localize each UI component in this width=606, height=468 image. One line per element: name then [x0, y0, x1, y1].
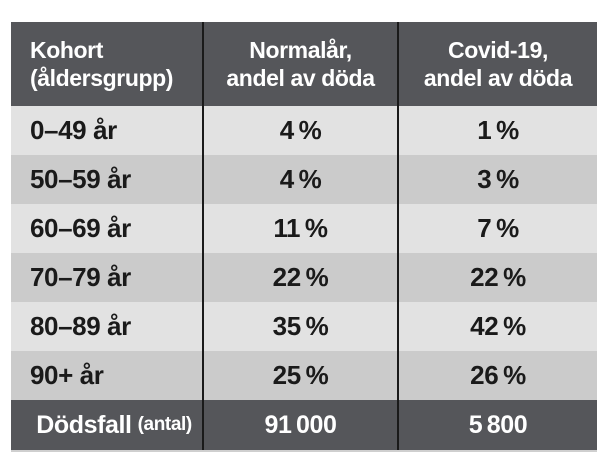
table-footer-row: Dödsfall (antal) 91 000 5 800 — [11, 400, 597, 450]
table-row: 0–49 år 4 % 1 % — [11, 106, 597, 155]
normal-year-cell: 35 % — [202, 302, 397, 351]
normal-year-cell: 4 % — [202, 155, 397, 204]
covid-cell: 3 % — [397, 155, 597, 204]
covid-cell: 7 % — [397, 204, 597, 253]
normal-year-cell: 25 % — [202, 351, 397, 400]
footer-normal-total: 91 000 — [202, 400, 397, 450]
header-normal-year-line2: andel av döda — [226, 65, 375, 91]
table-row: 70–79 år 22 % 22 % — [11, 253, 597, 302]
normal-year-cell: 22 % — [202, 253, 397, 302]
table-header-row: Kohort (åldersgrupp) Normalår, andel av … — [11, 22, 597, 106]
table-row: 50–59 år 4 % 3 % — [11, 155, 597, 204]
header-cohort: Kohort (åldersgrupp) — [11, 22, 202, 106]
footer-label: Dödsfall (antal) — [11, 400, 202, 450]
header-normal-year: Normalår, andel av döda — [202, 22, 397, 106]
table-row: 80–89 år 35 % 42 % — [11, 302, 597, 351]
cohort-cell: 70–79 år — [11, 253, 202, 302]
header-normal-year-line1: Normalår, — [249, 37, 352, 63]
footer-label-main: Dödsfall — [36, 410, 132, 439]
cohort-cell: 60–69 år — [11, 204, 202, 253]
covid-cell: 42 % — [397, 302, 597, 351]
cohort-cell: 50–59 år — [11, 155, 202, 204]
header-covid19: Covid-19, andel av döda — [397, 22, 597, 106]
footer-covid-total: 5 800 — [397, 400, 597, 450]
header-cohort-line1: Kohort — [30, 37, 103, 63]
covid-cell: 26 % — [397, 351, 597, 400]
cohort-cell: 0–49 år — [11, 106, 202, 155]
table-row: 90+ år 25 % 26 % — [11, 351, 597, 400]
footer-label-small: (antal) — [137, 414, 193, 435]
table-row: 60–69 år 11 % 7 % — [11, 204, 597, 253]
header-cohort-line2: (åldersgrupp) — [30, 65, 174, 91]
cohort-cell: 90+ år — [11, 351, 202, 400]
covid-cell: 1 % — [397, 106, 597, 155]
cohort-cell: 80–89 år — [11, 302, 202, 351]
normal-year-cell: 11 % — [202, 204, 397, 253]
header-covid19-line2: andel av döda — [423, 65, 573, 91]
header-covid19-line1: Covid-19, — [448, 37, 548, 63]
covid-cell: 22 % — [397, 253, 597, 302]
cohort-mortality-table: Kohort (åldersgrupp) Normalår, andel av … — [11, 22, 597, 452]
normal-year-cell: 4 % — [202, 106, 397, 155]
